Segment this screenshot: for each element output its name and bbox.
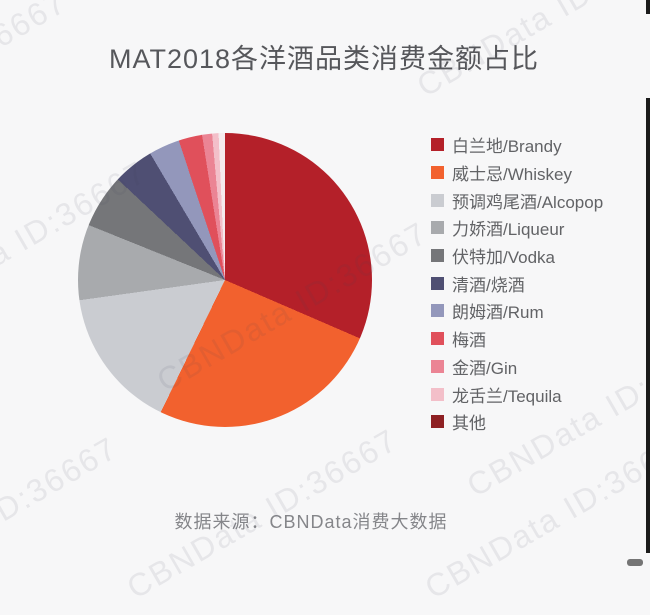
legend-swatch (431, 332, 444, 346)
legend-item: 金酒/Gin (431, 353, 603, 381)
legend-label: 伏特加/Vodka (452, 248, 555, 268)
legend-label: 龙舌兰/Tequila (452, 386, 562, 406)
legend-swatch (431, 166, 444, 180)
legend-label: 威士忌/Whiskey (452, 165, 572, 185)
watermark: CBNData ID:36667 (0, 0, 73, 168)
source-note: 数据来源：CBNData消费大数据 (174, 512, 448, 532)
legend-item: 其他 (431, 408, 603, 436)
legend-item: 朗姆酒/Rum (431, 297, 603, 325)
legend-swatch (431, 304, 444, 318)
legend-swatch (431, 415, 444, 429)
chart-title: MAT2018各洋酒品类消费金额占比 (108, 44, 540, 74)
legend-swatch (431, 193, 444, 207)
legend-label: 梅酒 (452, 331, 486, 351)
legend-label: 预调鸡尾酒/Alcopop (452, 192, 604, 212)
right-border-segment (646, 0, 650, 14)
right-border-segment (646, 98, 650, 553)
legend-label: 白兰地/Brandy (452, 137, 562, 157)
legend-swatch (431, 276, 444, 290)
legend-label: 其他 (452, 414, 486, 434)
legend-swatch (431, 221, 444, 235)
legend-label: 朗姆酒/Rum (452, 303, 544, 323)
legend-item: 白兰地/Brandy (431, 131, 603, 159)
legend-label: 清酒/烧酒 (452, 275, 525, 295)
legend-item: 龙舌兰/Tequila (431, 380, 603, 408)
pie-chart (78, 133, 372, 427)
legend-label: 力娇酒/Liqueur (452, 220, 565, 240)
legend-label: 金酒/Gin (452, 358, 518, 378)
legend-swatch (431, 138, 444, 152)
legend-swatch (431, 359, 444, 373)
legend-item: 清酒/烧酒 (431, 269, 603, 297)
legend: 白兰地/Brandy 威士忌/Whiskey 预调鸡尾酒/Alcopop 力娇酒/Li… (431, 131, 603, 436)
legend-item: 威士忌/Whiskey (431, 159, 603, 187)
legend-swatch (431, 249, 444, 263)
legend-item: 伏特加/Vodka (431, 242, 603, 270)
legend-item: 梅酒 (431, 325, 603, 353)
corner-smudge (627, 559, 643, 566)
legend-item: 预调鸡尾酒/Alcopop (431, 186, 603, 214)
legend-item: 力娇酒/Liqueur (431, 214, 603, 242)
legend-swatch (431, 387, 444, 401)
